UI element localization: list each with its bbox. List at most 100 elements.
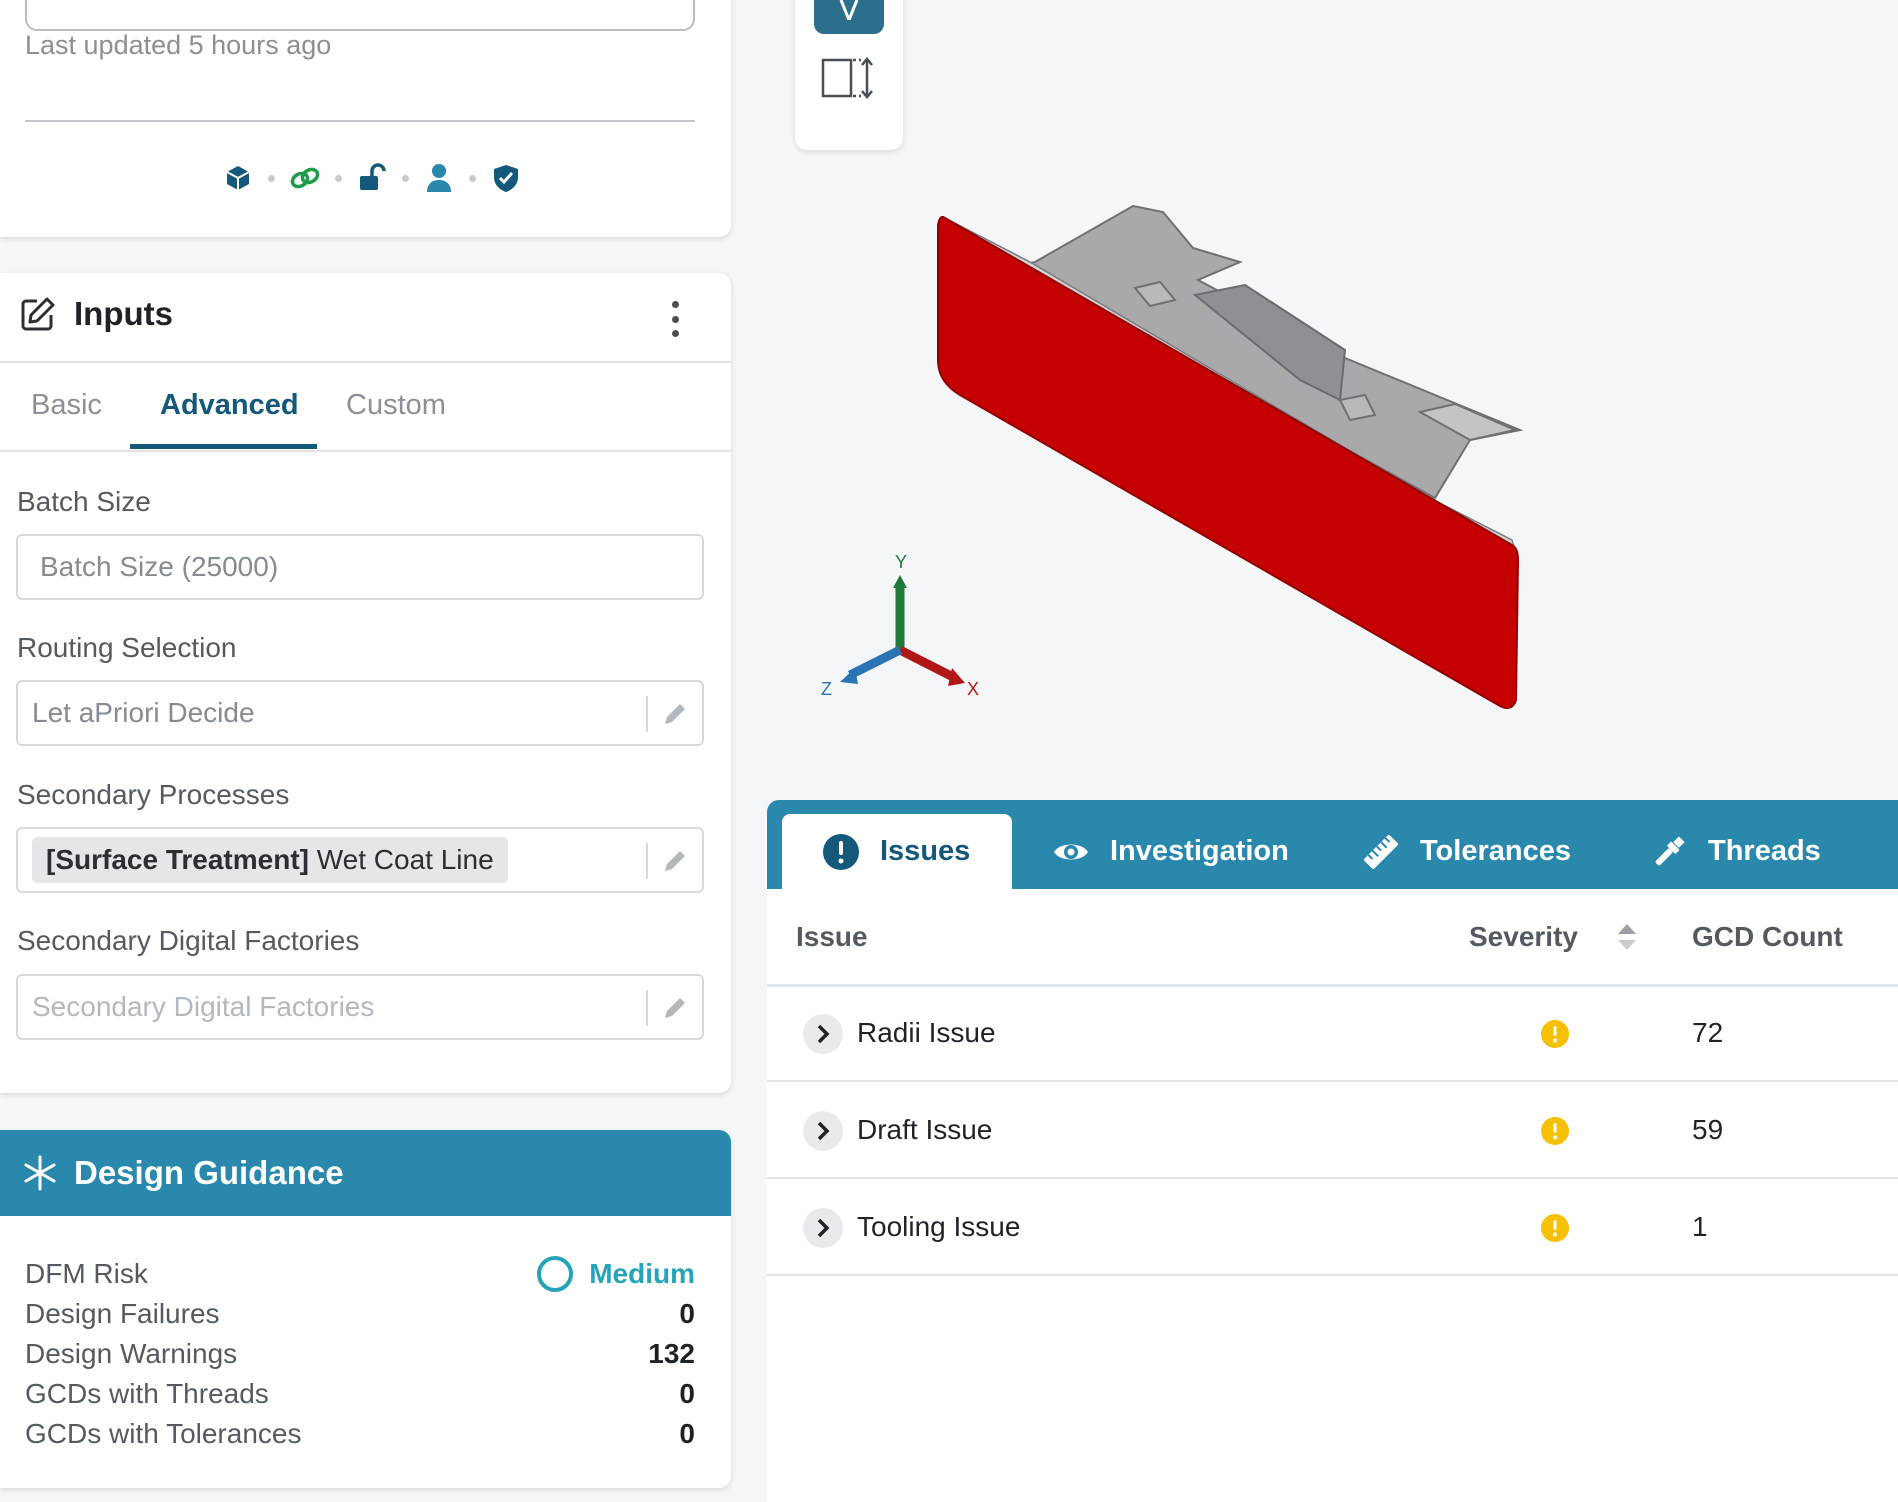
- batch-size-input[interactable]: Batch Size (25000): [16, 534, 704, 600]
- routing-selection-field[interactable]: Let aPriori Decide: [16, 680, 704, 746]
- routing-selection-label: Routing Selection: [17, 632, 237, 663]
- routing-selection-value: Let aPriori Decide: [32, 697, 255, 728]
- metric-row: Design Warnings 132: [25, 1334, 695, 1374]
- warning-icon: [1541, 1214, 1569, 1242]
- unlock-icon[interactable]: [356, 162, 388, 194]
- tab-basic[interactable]: Basic: [31, 389, 102, 421]
- metric-row: DFM Risk Medium: [25, 1254, 695, 1294]
- inputs-tabs: Basic Advanced Custom: [0, 389, 731, 453]
- metric-label: GCDs with Threads: [25, 1378, 269, 1409]
- part-tab: [1133, 280, 1177, 308]
- view-mode-button[interactable]: [814, 0, 884, 34]
- pencil-icon[interactable]: [646, 696, 702, 732]
- table-row[interactable]: Radii Issue 72: [767, 987, 1898, 1082]
- tab-investigation[interactable]: Investigation: [1052, 814, 1289, 889]
- batch-size-placeholder: Batch Size (25000): [40, 551, 279, 582]
- metric-label: GCDs with Tolerances: [25, 1418, 302, 1449]
- secondary-processes-field[interactable]: [Surface Treatment] Wet Coat Line: [16, 827, 704, 893]
- process-chip-name: Wet Coat Line: [308, 844, 494, 875]
- column-header-issue[interactable]: Issue: [796, 921, 868, 952]
- secondary-factories-placeholder: Secondary Digital Factories: [32, 991, 375, 1022]
- issues-panel: Issues Investigation Tolerances Threads …: [767, 800, 1898, 1502]
- axis-triad: Y X Z: [821, 552, 979, 699]
- 3d-part-model[interactable]: [760, 180, 1898, 790]
- y-axis-label: Y: [895, 552, 907, 572]
- metric-label: DFM Risk: [25, 1258, 148, 1289]
- inputs-header: Inputs: [20, 295, 173, 333]
- tab-custom[interactable]: Custom: [346, 389, 446, 421]
- metric-row: GCDs with Tolerances 0: [25, 1414, 695, 1454]
- warning-icon: [1541, 1020, 1569, 1048]
- eye-icon: [1052, 833, 1090, 871]
- user-icon[interactable]: [423, 162, 455, 194]
- tab-tolerances-label: Tolerances: [1420, 835, 1571, 867]
- z-axis-label: Z: [821, 679, 832, 699]
- part-summary-card: Last updated 5 hours ago: [0, 0, 731, 237]
- part-name-field[interactable]: [25, 0, 695, 31]
- metric-value: 0: [679, 1378, 695, 1409]
- secondary-factories-field[interactable]: Secondary Digital Factories: [16, 974, 704, 1040]
- issue-name: Draft Issue: [857, 1114, 993, 1145]
- inputs-title: Inputs: [74, 295, 173, 332]
- status-icons: [222, 162, 522, 194]
- gcd-count: 72: [1692, 1017, 1724, 1048]
- tab-threads-label: Threads: [1708, 835, 1821, 867]
- cube-icon[interactable]: [222, 162, 254, 194]
- part-tab: [1417, 402, 1519, 442]
- last-updated-text: Last updated 5 hours ago: [25, 30, 332, 60]
- issues-panel-tabs: Issues Investigation Tolerances Threads: [767, 800, 1898, 889]
- process-chip: [Surface Treatment] Wet Coat Line: [32, 837, 508, 883]
- batch-size-label: Batch Size: [17, 486, 151, 517]
- pencil-icon[interactable]: [646, 843, 702, 879]
- viewer-toolbar: [795, 0, 903, 150]
- issue-name: Radii Issue: [857, 1017, 996, 1048]
- screwdriver-icon: [1650, 833, 1688, 871]
- design-guidance-title: Design Guidance: [74, 1154, 344, 1191]
- section-view-button[interactable]: [817, 54, 881, 102]
- metric-value: Medium: [589, 1258, 695, 1289]
- design-guidance-header[interactable]: Design Guidance: [0, 1130, 731, 1216]
- column-header-severity[interactable]: Severity: [1469, 921, 1578, 952]
- separator-dot: [268, 174, 275, 182]
- metric-label: Design Failures: [25, 1298, 220, 1329]
- table-row[interactable]: Tooling Issue 1: [767, 1181, 1898, 1276]
- tab-tolerances[interactable]: Tolerances: [1362, 814, 1571, 889]
- chevron-right-icon[interactable]: [803, 1014, 843, 1054]
- divider: [25, 120, 695, 122]
- gcd-count: 1: [1692, 1211, 1708, 1242]
- divider: [767, 984, 1898, 987]
- metric-row: Design Failures 0: [25, 1294, 695, 1334]
- separator-dot: [402, 174, 409, 182]
- metric-value: 0: [679, 1298, 695, 1329]
- warning-icon: [1541, 1117, 1569, 1145]
- table-row[interactable]: Draft Issue 59: [767, 1084, 1898, 1179]
- more-options-icon[interactable]: [669, 301, 681, 337]
- part-tab: [1338, 393, 1377, 422]
- split-view-icon: [821, 57, 873, 99]
- chevron-right-icon[interactable]: [803, 1111, 843, 1151]
- pencil-icon[interactable]: [646, 990, 702, 1026]
- x-axis-label: X: [967, 679, 979, 699]
- design-guidance-metrics: DFM Risk Medium Design Failures 0 Design…: [25, 1254, 695, 1454]
- gcd-count: 59: [1692, 1114, 1724, 1145]
- divider: [0, 361, 731, 363]
- tab-threads[interactable]: Threads: [1650, 814, 1821, 889]
- process-chip-category: [Surface Treatment]: [46, 844, 309, 875]
- sort-icon[interactable]: [1616, 922, 1638, 952]
- link-icon[interactable]: [289, 162, 321, 194]
- chevron-right-icon[interactable]: [803, 1208, 843, 1248]
- edit-icon: [21, 297, 55, 331]
- exclamation-icon: [822, 833, 860, 871]
- asterisk-icon: [24, 1155, 56, 1191]
- shield-check-icon[interactable]: [490, 162, 522, 194]
- secondary-processes-label: Secondary Processes: [17, 779, 290, 810]
- risk-ring-icon: [537, 1256, 574, 1292]
- divider: [0, 450, 731, 452]
- tab-advanced[interactable]: Advanced: [160, 389, 299, 421]
- inputs-card: Inputs Basic Advanced Custom Batch Size …: [0, 273, 731, 1093]
- tab-issues[interactable]: Issues: [782, 814, 1013, 889]
- chevron-down-icon: [839, 0, 859, 20]
- metric-row: GCDs with Threads 0: [25, 1374, 695, 1414]
- column-header-gcd-count[interactable]: GCD Count: [1692, 921, 1843, 952]
- active-tab-indicator: [130, 444, 317, 449]
